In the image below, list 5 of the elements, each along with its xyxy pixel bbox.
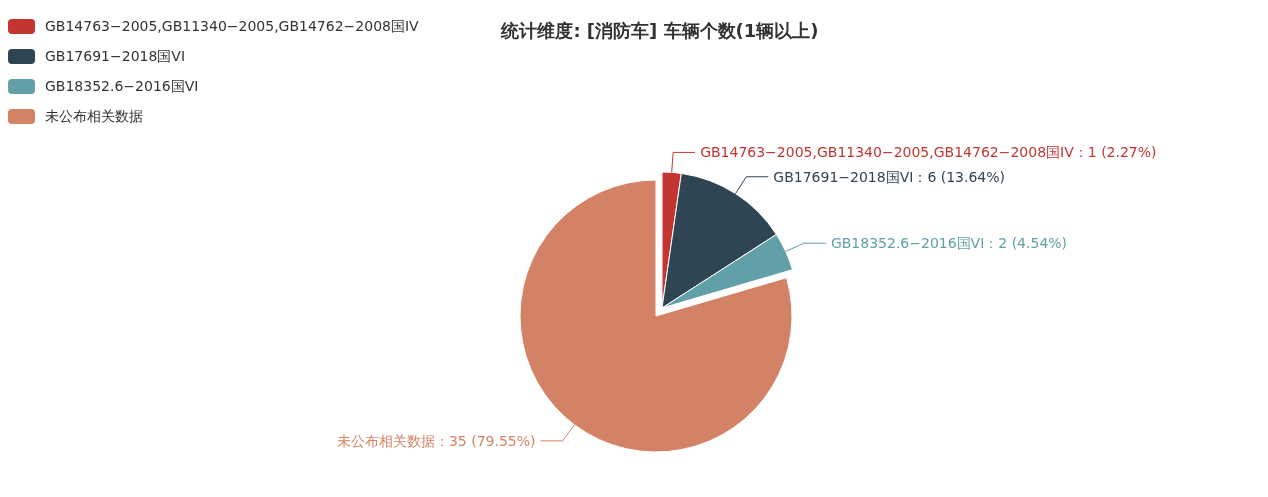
legend-label: GB18352.6−2016国VI xyxy=(45,78,199,94)
title: 统计维度: [消防车] 车辆个数(1辆以上) xyxy=(501,20,819,41)
legend-label: 未公布相关数据 xyxy=(45,108,143,124)
legend-label: GB17691−2018国VI xyxy=(45,48,186,64)
legend-label: GB14763−2005,GB11340−2005,GB14762−2008国IV xyxy=(45,18,420,34)
